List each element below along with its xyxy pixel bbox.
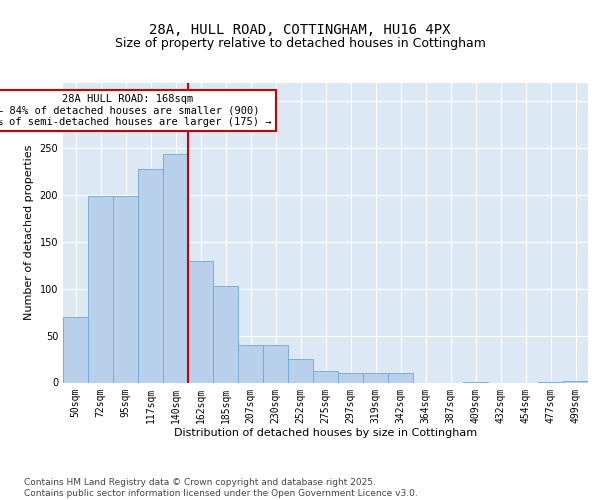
Text: 28A, HULL ROAD, COTTINGHAM, HU16 4PX: 28A, HULL ROAD, COTTINGHAM, HU16 4PX <box>149 22 451 36</box>
Y-axis label: Number of detached properties: Number of detached properties <box>24 145 34 320</box>
Text: Size of property relative to detached houses in Cottingham: Size of property relative to detached ho… <box>115 38 485 51</box>
Bar <box>288 359 313 382</box>
Bar <box>363 373 388 382</box>
Bar <box>88 196 113 382</box>
Bar <box>313 371 338 382</box>
X-axis label: Distribution of detached houses by size in Cottingham: Distribution of detached houses by size … <box>174 428 477 438</box>
Bar <box>563 380 588 382</box>
Bar <box>163 154 188 382</box>
Bar <box>63 317 88 382</box>
Bar <box>338 373 363 382</box>
Text: 28A HULL ROAD: 168sqm
← 84% of detached houses are smaller (900)
16% of semi-det: 28A HULL ROAD: 168sqm ← 84% of detached … <box>0 94 272 127</box>
Bar <box>388 373 413 382</box>
Bar <box>213 286 238 382</box>
Text: Contains HM Land Registry data © Crown copyright and database right 2025.
Contai: Contains HM Land Registry data © Crown c… <box>24 478 418 498</box>
Bar <box>138 169 163 382</box>
Bar <box>188 260 213 382</box>
Bar <box>113 196 138 382</box>
Bar <box>238 345 263 383</box>
Bar <box>263 345 288 383</box>
